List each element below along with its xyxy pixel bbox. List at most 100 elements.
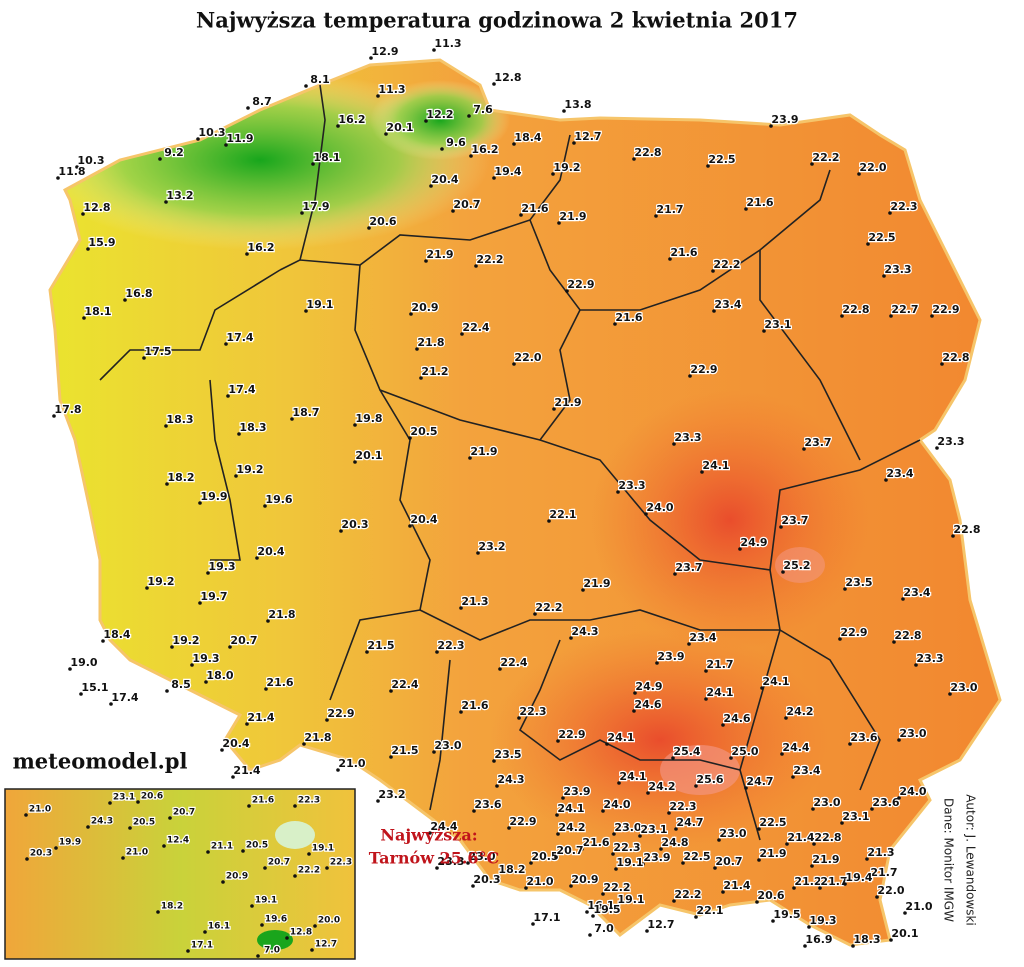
station-dot — [807, 925, 811, 929]
station-value: 19.3 — [192, 652, 219, 665]
station-value: 21.8 — [304, 731, 331, 744]
station-dot — [101, 639, 105, 643]
station-dot — [415, 347, 419, 351]
station-value: 22.2 — [812, 151, 839, 164]
station-value: 19.3 — [208, 560, 235, 573]
station-value: 20.0 — [318, 916, 340, 926]
station-value: 24.1 — [762, 675, 789, 688]
station-dot — [585, 910, 589, 914]
station-dot — [611, 852, 615, 856]
station-value: 21.7 — [820, 875, 847, 888]
station-value: 23.0 — [719, 827, 746, 840]
station-value: 22.8 — [814, 831, 841, 844]
station-value: 21.6 — [615, 311, 642, 324]
station-dot — [512, 362, 516, 366]
station-dot — [429, 184, 433, 188]
station-dot — [466, 861, 470, 865]
station-value: 19.3 — [809, 914, 836, 927]
station-dot — [668, 257, 672, 261]
station-dot — [369, 56, 373, 60]
station-dot — [198, 501, 202, 505]
station-value: 20.7 — [268, 858, 290, 868]
station-dot — [109, 702, 113, 706]
station-value: 24.7 — [746, 775, 773, 788]
station-dot — [840, 821, 844, 825]
station-value: 20.1 — [355, 449, 382, 462]
station-dot — [780, 752, 784, 756]
station-dot — [588, 933, 592, 937]
station-value: 18.2 — [167, 471, 194, 484]
station-dot — [79, 692, 83, 696]
station-dot — [812, 842, 816, 846]
station-dot — [300, 211, 304, 215]
station-value: 19.7 — [200, 590, 227, 603]
station-dot — [325, 866, 329, 870]
station-dot — [617, 781, 621, 785]
station-value: 24.1 — [706, 686, 733, 699]
station-dot — [250, 904, 254, 908]
station-value: 12.8 — [290, 928, 312, 938]
station-value: 16.2 — [338, 113, 365, 126]
station-value: 20.7 — [173, 808, 195, 818]
station-value: 22.3 — [613, 841, 640, 854]
station-dot — [757, 858, 761, 862]
station-value: 21.2 — [794, 875, 821, 888]
station-dot — [389, 689, 393, 693]
station-value: 19.4 — [845, 871, 872, 884]
station-dot — [307, 852, 311, 856]
station-dot — [474, 264, 478, 268]
station-value: 18.3 — [239, 421, 266, 434]
station-value: 21.9 — [812, 853, 839, 866]
station-dot — [224, 143, 228, 147]
station-value: 11.8 — [58, 165, 85, 178]
station-dot — [914, 663, 918, 667]
station-value: 22.7 — [891, 303, 918, 316]
station-dot — [721, 890, 725, 894]
station-value: 12.9 — [371, 45, 398, 58]
station-dot — [266, 619, 270, 623]
station-value: 10.3 — [198, 126, 225, 139]
station-dot — [376, 94, 380, 98]
station-dot — [52, 414, 56, 418]
station-value: 23.5 — [845, 576, 872, 589]
station-dot — [196, 137, 200, 141]
station-value: 22.5 — [759, 816, 786, 829]
station-dot — [123, 298, 127, 302]
station-dot — [435, 866, 439, 870]
station-value: 23.3 — [884, 263, 911, 276]
station-dot — [897, 796, 901, 800]
station-dot — [572, 141, 576, 145]
station-dot — [884, 478, 888, 482]
station-value: 23.4 — [714, 298, 741, 311]
station-dot — [142, 356, 146, 360]
station-dot — [419, 376, 423, 380]
station-dot — [336, 124, 340, 128]
station-value: 21.8 — [417, 336, 444, 349]
station-dot — [206, 850, 210, 854]
station-dot — [700, 470, 704, 474]
station-value: 20.1 — [891, 927, 918, 940]
station-dot — [263, 866, 267, 870]
station-dot — [108, 801, 112, 805]
station-value: 25.6 — [696, 773, 723, 786]
station-dot — [616, 490, 620, 494]
station-value: 24.3 — [497, 773, 524, 786]
station-value: 24.9 — [635, 680, 662, 693]
station-dot — [556, 832, 560, 836]
station-value: 21.6 — [521, 202, 548, 215]
station-value: 16.1 — [587, 899, 614, 912]
station-dot — [221, 880, 225, 884]
station-value: 20.7 — [453, 198, 480, 211]
station-dot — [304, 309, 308, 313]
station-value: 25.0 — [731, 745, 758, 758]
station-value: 19.9 — [200, 490, 227, 503]
station-dot — [882, 274, 886, 278]
station-value: 21.9 — [554, 396, 581, 409]
station-value: 21.7 — [706, 658, 733, 671]
station-dot — [591, 914, 595, 918]
station-dot — [613, 322, 617, 326]
station-value: 24.3 — [571, 625, 598, 638]
station-dot — [755, 900, 759, 904]
station-dot — [220, 748, 224, 752]
